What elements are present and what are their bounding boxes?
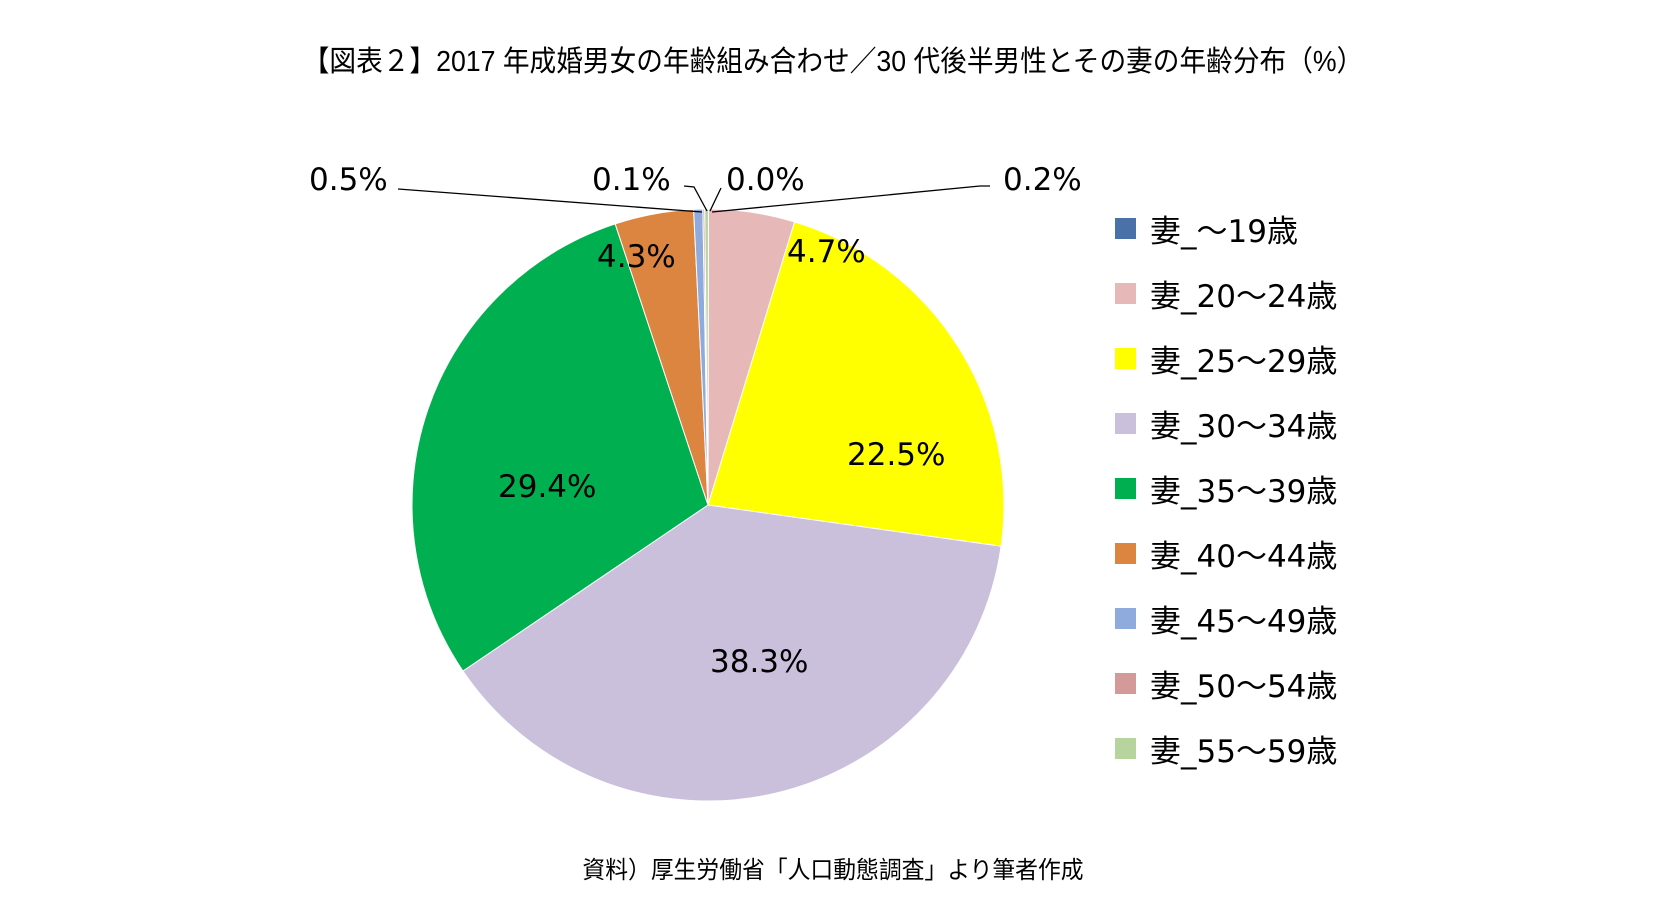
leader-line-0-1: [683, 185, 708, 212]
chart-title: 【図表２】2017 年成婚男女の年齢組み合わせ／30 代後半男性とその妻の年齢分…: [302, 46, 1364, 78]
legend-swatch: [1115, 608, 1136, 629]
legend-swatch: [1115, 218, 1136, 239]
data-label-25-29: 22.5%: [847, 437, 945, 473]
legend-item-35-39: 妻_35〜39歳: [1115, 456, 1337, 521]
legend-swatch: [1115, 673, 1136, 694]
data-label-45-49: 0.5%: [309, 162, 388, 198]
legend-swatch: [1115, 348, 1136, 369]
legend-item-45-49: 妻_45〜49歳: [1115, 586, 1337, 651]
chart-legend: 妻_〜19歳 妻_20〜24歳 妻_25〜29歳 妻_30〜34歳 妻_35〜3…: [1115, 196, 1337, 781]
legend-item-55-59: 妻_55〜59歳: [1115, 716, 1337, 781]
data-label-30-34: 38.3%: [710, 644, 808, 680]
leader-line-0-2: [711, 185, 990, 213]
source-caption: 資料）厚生労働省「人口動態調査」より筆者作成: [582, 857, 1084, 884]
data-label-35-39: 29.4%: [498, 469, 596, 505]
data-label-under-19: 0.0%: [726, 162, 805, 198]
legend-swatch: [1115, 478, 1136, 499]
data-label-50-54: 0.1%: [592, 162, 671, 198]
data-label-55-59: 0.2%: [1003, 162, 1082, 198]
pie-slice: [411, 223, 709, 672]
legend-swatch: [1115, 543, 1136, 564]
legend-swatch: [1115, 283, 1136, 304]
legend-swatch: [1115, 413, 1136, 434]
leader-line-0-0: [709, 187, 722, 212]
legend-item-30-34: 妻_30〜34歳: [1115, 391, 1337, 456]
legend-item-20-24: 妻_20〜24歳: [1115, 261, 1337, 326]
leader-lines: [397, 185, 990, 213]
pie-slice: [707, 221, 1005, 547]
legend-item-50-54: 妻_50〜54歳: [1115, 651, 1337, 716]
legend-item-under-19: 妻_〜19歳: [1115, 196, 1337, 261]
data-label-20-24: 4.7%: [787, 234, 866, 270]
legend-swatch: [1115, 738, 1136, 759]
data-label-40-44: 4.3%: [597, 239, 676, 275]
legend-item-25-29: 妻_25〜29歳: [1115, 326, 1337, 391]
legend-item-40-44: 妻_40〜44歳: [1115, 521, 1337, 586]
pie-slice: [462, 504, 1002, 802]
pie-slices: [411, 208, 1005, 802]
leader-line-0-5: [397, 188, 703, 213]
